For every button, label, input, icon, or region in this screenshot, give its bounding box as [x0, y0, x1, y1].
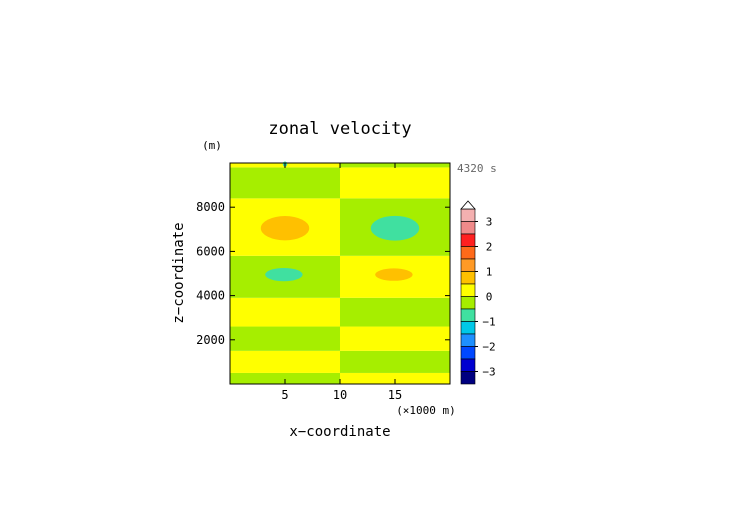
velocity-band — [230, 167, 340, 199]
velocity-band — [230, 372, 340, 384]
time-label: 4320 s — [457, 162, 497, 175]
colorbar-swatch — [460, 246, 476, 260]
y-tick-label: 8000 — [196, 200, 225, 214]
colorbar-swatch — [460, 271, 476, 285]
velocity-band — [340, 297, 450, 327]
colorbar-tick-label: −1 — [482, 316, 495, 329]
colorbar-tick-label: −2 — [482, 341, 495, 354]
velocity-band — [340, 326, 450, 351]
y-tick-label: 4000 — [196, 289, 225, 303]
colorbar-tick-label: 2 — [486, 241, 493, 254]
x-tick-label: 10 — [333, 388, 347, 402]
x-axis-label: x−coordinate — [289, 424, 390, 440]
colorbar-swatch — [460, 333, 476, 347]
y-unit-label: (m) — [202, 139, 222, 152]
y-tick-label: 6000 — [196, 244, 225, 258]
velocity-band — [230, 326, 340, 351]
y-tick-label: 2000 — [196, 333, 225, 347]
colorbar-tick-label: 3 — [486, 216, 493, 229]
colorbar-swatch — [460, 296, 476, 310]
colorbar-extend-arrow — [460, 200, 476, 210]
velocity-band — [340, 372, 450, 384]
axes: 5 10 15 2000 4000 6000 8000 — [196, 162, 451, 402]
colorbar-swatch — [460, 371, 476, 385]
velocity-band — [230, 350, 340, 373]
colorbar-swatch — [460, 208, 476, 222]
velocity-cell — [265, 267, 303, 282]
colorbar-swatch — [460, 283, 476, 297]
colorbar-swatch — [460, 346, 476, 360]
velocity-cell — [375, 268, 413, 281]
colorbar-tick-label: −3 — [482, 366, 495, 379]
plot-area — [230, 161, 450, 384]
velocity-band — [340, 167, 450, 199]
velocity-band — [340, 350, 450, 373]
velocity-cell — [370, 215, 420, 241]
x-unit-label: (×1000 m) — [396, 404, 456, 417]
colorbar-swatch — [460, 308, 476, 322]
velocity-band — [230, 297, 340, 327]
x-tick-label: 5 — [281, 388, 288, 402]
y-axis-label: z−coordinate — [171, 222, 187, 323]
colorbar-swatch — [460, 321, 476, 335]
colorbar-swatch — [460, 358, 476, 372]
colorbar-tick-label: 0 — [486, 291, 493, 304]
x-tick-label: 15 — [388, 388, 402, 402]
colorbar-swatch — [460, 233, 476, 247]
velocity-cell — [260, 216, 310, 241]
colorbar-swatch — [460, 258, 476, 272]
colorbar: 3 2 1 0 −1 −2 −3 — [460, 200, 496, 385]
colorbar-tick-label: 1 — [486, 266, 493, 279]
colorbar-swatch — [460, 221, 476, 235]
chart-title: zonal velocity — [268, 119, 411, 139]
